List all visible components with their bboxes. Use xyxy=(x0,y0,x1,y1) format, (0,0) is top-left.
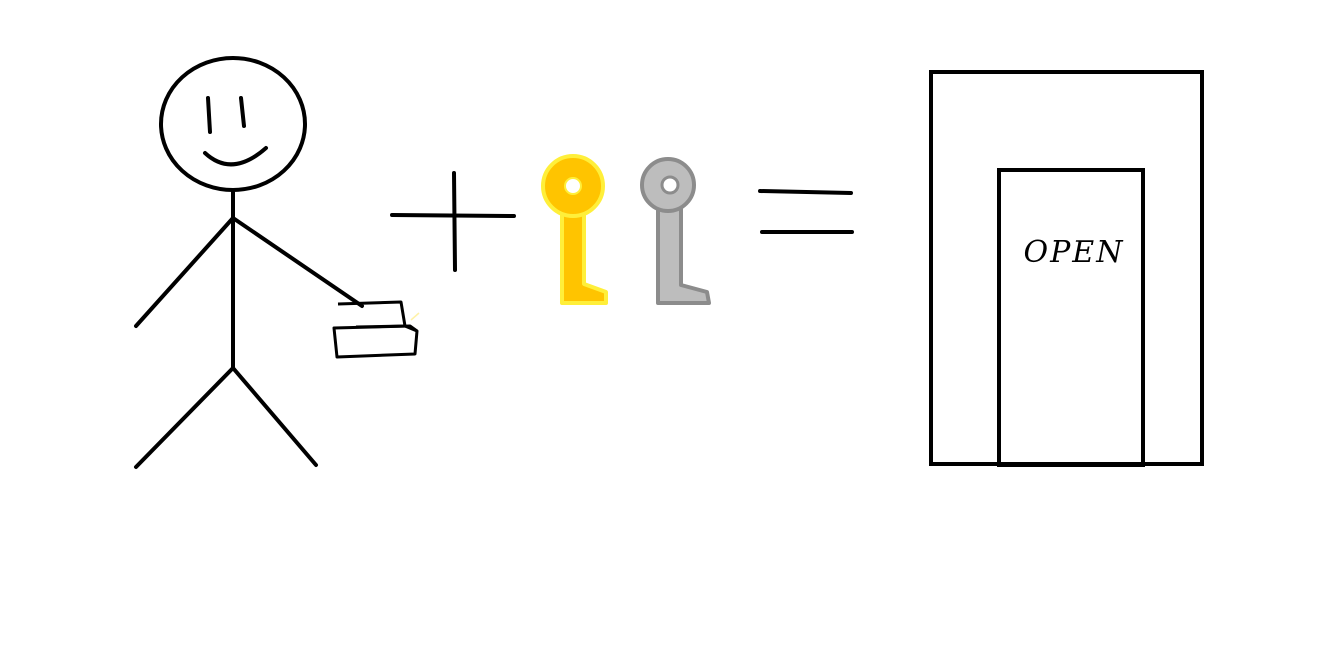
figure-right-leg xyxy=(231,366,318,467)
figure-smile xyxy=(203,146,268,167)
plus-sign-icon xyxy=(390,171,516,272)
door-panel xyxy=(997,168,1145,467)
stick-figure-icon xyxy=(134,56,364,469)
figure-right-arm xyxy=(231,216,364,308)
silver-key-icon xyxy=(640,157,711,305)
gold-key-icon xyxy=(541,154,608,305)
figure-right-eye xyxy=(239,96,246,128)
figure-head xyxy=(159,56,307,192)
door-icon xyxy=(929,70,1204,467)
equals-sign-icon xyxy=(758,189,854,234)
spark-mark xyxy=(410,312,420,321)
door-open-sign: OPEN xyxy=(1024,235,1125,270)
figure-left-arm xyxy=(134,216,235,328)
figure-left-eye xyxy=(206,96,212,134)
figure-left-leg xyxy=(134,366,235,469)
brick-icon xyxy=(332,300,419,359)
